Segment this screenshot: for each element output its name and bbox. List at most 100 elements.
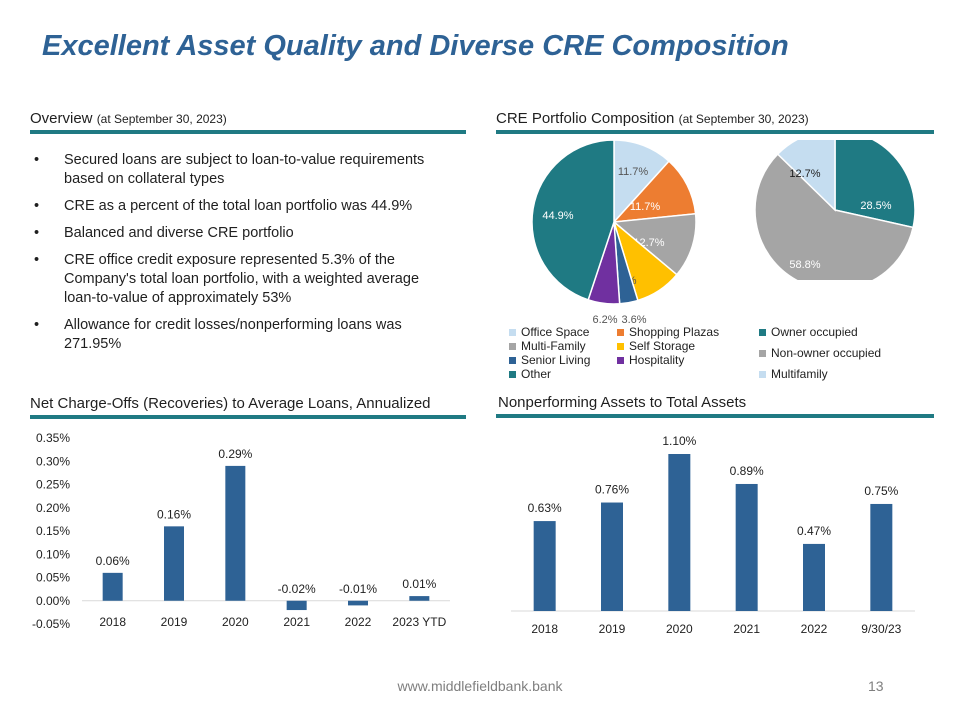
data-label-2018: 0.63% [528,501,562,515]
y-tick-label: 0.30% [36,454,70,468]
overview-bullet-list: Secured loans are subject to loan-to-val… [30,151,450,362]
pie-label-other: 44.9% [542,210,573,222]
bar-2022 [803,543,825,611]
cre-rule [496,130,934,134]
y-tick-label: 0.05% [36,571,70,585]
overview-bullet: Allowance for credit losses/nonperformin… [30,316,450,354]
y-tick-label: 0.10% [36,547,70,561]
data-label-2023-ytd: 0.01% [402,577,436,591]
overview-heading-text: Overview [30,110,93,127]
pie-label-office-space: 11.7% [618,166,649,178]
pie-slice-non-owner-occupied [754,153,914,280]
legend-swatch-hospitality [617,357,624,364]
data-label-2019: 0.76% [595,483,629,497]
data-label-2021: -0.02% [278,582,316,596]
legend-label-hospitality: Hospitality [629,353,684,367]
bar-2022 [348,600,368,606]
page-number: 13 [868,678,884,694]
cre-heading-text: CRE Portfolio Composition [496,110,675,127]
cre-occupancy-legend: Owner occupied Non-owner occupied Multifam… [759,325,881,381]
legend-label-multifamily: Multifamily [771,367,828,381]
npa-rule [496,414,934,418]
legend-swatch-multi-family [509,343,516,350]
y-tick-label: -0.05% [32,617,70,631]
x-tick-label-2019: 2019 [599,622,626,636]
overview-subheading: (at September 30, 2023) [96,112,227,126]
cre-composition-pie: 11.7%11.7%12.7%9.2%3.6%6.2%44.9% [531,140,697,326]
bar-2019 [601,502,623,611]
legend-label-owner-occupied: Owner occupied [771,325,858,339]
overview-bullet: CRE as a percent of the total loan portf… [30,197,450,216]
pie-slice-multi-family [612,212,697,276]
x-tick-label-2018: 2018 [99,615,126,629]
x-tick-label-2019: 2019 [161,615,188,629]
bar-2019 [164,526,184,601]
legend-swatch-non-owner-occupied [759,350,766,357]
pie-label-owner-occupied: 28.5% [860,200,891,212]
pie-slice-other [531,140,615,301]
legend-swatch-office-space [509,329,516,336]
nco-bar-chart: -0.05% 0.00% 0.05% 0.10% 0.15% 0.20% 0.25% 0.30… [32,431,450,631]
y-tick-label: 0.15% [36,524,70,538]
legend-label-self-storage: Self Storage [629,339,695,353]
footer-url[interactable]: www.middlefieldbank.bank [397,678,563,694]
data-label-2019: 0.16% [157,507,191,521]
nco-rule [30,415,466,419]
data-label-2022: 0.47% [797,524,831,538]
pie-slice-owner-occupied [834,140,916,229]
bar-2018 [533,521,556,611]
pie-label-multifamily: 12.7% [789,168,820,180]
data-label-2018: 0.06% [96,554,130,568]
cre-subheading: (at September 30, 2023) [678,112,809,126]
overview-bullet: Balanced and diverse CRE portfolio [30,224,450,243]
bar-2020 [225,465,246,601]
legend-swatch-owner-occupied [759,329,766,336]
x-tick-label-2023-ytd: 2023 YTD [392,615,446,629]
pie-label-shopping-plazas: 11.7% [630,201,661,213]
y-tick-label: 0.35% [36,431,70,445]
legend-label-shopping-plazas: Shopping Plazas [629,325,719,339]
x-tick-label-2021: 2021 [283,615,310,629]
x-tick-label-2021: 2021 [733,622,760,636]
bar-2023-ytd [409,596,430,601]
bar-9-30-23 [870,503,893,611]
bar-2021 [286,600,307,611]
legend-swatch-shopping-plazas [617,329,624,336]
y-tick-label: 0.20% [36,501,70,515]
overview-heading: Overview (at September 30, 2023) [30,110,227,127]
x-tick-label-2022: 2022 [801,622,828,636]
data-label-2020: 0.29% [218,447,252,461]
overview-bullet: Secured loans are subject to loan-to-val… [30,151,450,189]
bar-2020 [668,454,691,611]
npa-heading: Nonperforming Assets to Total Assets [498,394,747,411]
x-tick-label-9-30-23: 9/30/23 [861,622,901,636]
data-label-2021: 0.89% [730,464,764,478]
npa-bar-chart: 0.63% 2018 0.76% 2019 1.10% 2020 0.89% 2021 0.47… [511,434,915,636]
legend-label-other: Other [521,367,551,381]
x-tick-label-2018: 2018 [531,622,558,636]
bar-2021 [735,483,758,611]
legend-swatch-self-storage [617,343,624,350]
legend-swatch-other [509,371,516,378]
legend-label-multi-family: Multi-Family [521,339,586,353]
legend-label-senior-living: Senior Living [521,353,590,367]
overview-bullet: CRE office credit exposure represented 5… [30,251,450,308]
pie-label-non-owner-occupied: 58.8% [789,259,820,271]
data-label-2022: -0.01% [339,582,377,596]
x-tick-label-2020: 2020 [222,615,249,629]
legend-swatch-multifamily [759,371,766,378]
legend-swatch-senior-living [509,357,516,364]
y-tick-label: 0.25% [36,478,70,492]
x-tick-label-2020: 2020 [666,622,693,636]
overview-rule [30,130,466,134]
y-tick-label: 0.00% [36,594,70,608]
x-tick-label-2022: 2022 [345,615,372,629]
data-label-9-30-23: 0.75% [864,484,898,498]
cre-occupancy-pie: 28.5% 58.8% 12.7% [754,140,916,280]
data-label-2020: 1.10% [662,434,696,448]
legend-label-office-space: Office Space [521,325,590,339]
cre-heading: CRE Portfolio Composition (at September … [496,110,809,127]
bar-2018 [102,572,123,601]
nco-heading: Net Charge-Offs (Recoveries) to Average … [30,395,431,412]
